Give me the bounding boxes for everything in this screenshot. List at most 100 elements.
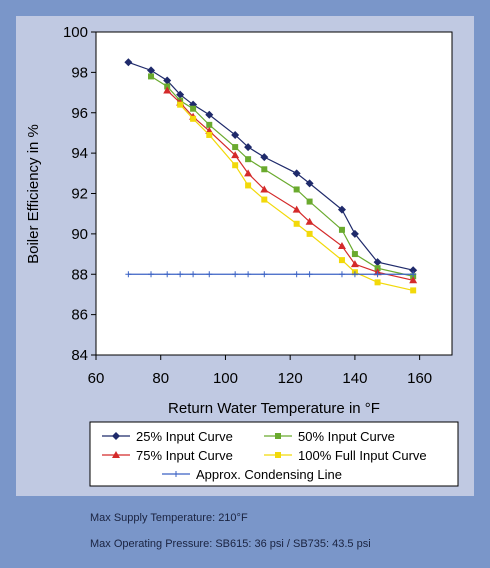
data-point [206,271,213,278]
data-point [206,131,213,138]
data-point [148,73,155,80]
efficiency-chart: 84 86 88 90 92 94 96 98 100 60 80 100 120 140 160 Ret… [25,24,459,487]
data-point [164,83,171,90]
chart-container: 84 86 88 90 92 94 96 98 100 60 80 100 120 140 160 Ret… [16,16,474,496]
data-point [338,226,345,233]
data-point [293,271,300,278]
legend-label: 50% Input Curve [298,429,395,444]
data-point [293,186,300,193]
data-point [260,185,269,193]
series-5 [125,271,417,278]
data-point [337,241,346,249]
legend-box [89,421,459,487]
data-point [374,265,381,272]
data-point [293,220,300,227]
data-point [244,169,253,177]
legend-label: 75% Input Curve [136,448,233,463]
legend-label: 25% Input Curve [136,429,233,444]
y-tick-label: 94 [71,145,88,162]
data-point [245,156,252,163]
data-point [176,90,185,99]
x-axis-ticks: 60 80 100 120 140 160 [88,355,432,387]
x-tick-label: 160 [407,370,432,387]
y-axis-ticks: 84 86 88 90 92 94 96 98 100 [63,24,96,364]
data-point [244,143,253,152]
data-point [231,130,240,139]
data-point [231,151,240,159]
data-point [177,101,184,108]
legend-entry: Approx. Condensing Line [162,467,342,482]
data-point [410,271,417,278]
data-point [305,217,314,225]
data-point [409,266,418,275]
legend-marker [275,452,281,458]
y-tick-label: 84 [71,347,88,364]
data-point [190,271,197,278]
legend-label: Approx. Condensing Line [196,467,342,482]
legend-entry: 100% Full Input Curve [264,448,427,463]
plot-area [95,31,453,356]
data-point [306,198,313,205]
y-tick-label: 98 [71,64,88,81]
data-point [261,166,268,173]
data-point [306,230,313,237]
data-point [232,271,239,278]
data-point [190,115,197,122]
legend-marker [275,433,281,439]
data-point [124,58,133,67]
data-point [148,271,155,278]
x-tick-label: 80 [152,370,169,387]
data-point [206,121,213,128]
data-point [261,196,268,203]
max-operating-pressure-note: Max Operating Pressure: SB615: 36 psi / … [90,538,371,550]
data-point [260,153,269,162]
data-point [125,271,132,278]
series-1 [124,58,418,275]
y-tick-label: 92 [71,186,88,203]
data-point [373,258,382,267]
data-point [409,276,418,284]
x-tick-label: 140 [342,370,367,387]
data-point [163,86,172,94]
data-point [177,271,184,278]
data-point [292,169,301,178]
y-tick-label: 90 [71,226,88,243]
data-point [190,105,197,112]
data-point [338,257,345,264]
data-point [261,271,268,278]
data-point [350,229,359,238]
legend-marker [112,451,120,458]
data-point [306,271,313,278]
legend: 25% Input Curve 50% Input Curve 75% Input … [89,421,459,487]
data-point [350,260,359,268]
legend-marker [112,432,120,440]
data-point [164,271,171,278]
legend-entry: 25% Input Curve [102,429,233,444]
x-axis-title: Return Water Temperature in °F [168,400,380,417]
x-tick-label: 60 [88,370,105,387]
data-point [351,271,358,278]
series-layer [124,58,418,294]
x-tick-label: 120 [278,370,303,387]
data-point [163,76,172,85]
max-supply-temperature-note: Max Supply Temperature: 210°F [90,512,248,524]
x-tick-label: 100 [213,370,238,387]
data-point [205,110,214,119]
data-point [337,205,346,214]
data-point [305,179,314,188]
y-tick-label: 86 [71,307,88,324]
data-point [292,205,301,213]
data-point [245,271,252,278]
y-tick-label: 96 [71,105,88,122]
y-tick-label: 88 [71,266,88,283]
data-point [410,287,417,294]
data-point [374,271,381,278]
y-axis-title: Boiler Efficiency in % [25,124,42,264]
data-point [245,182,252,189]
legend-marker [173,471,179,477]
data-point [338,271,345,278]
data-point [232,162,239,169]
y-tick-label: 100 [63,24,88,41]
legend-label: 100% Full Input Curve [298,448,427,463]
data-point [351,251,358,258]
